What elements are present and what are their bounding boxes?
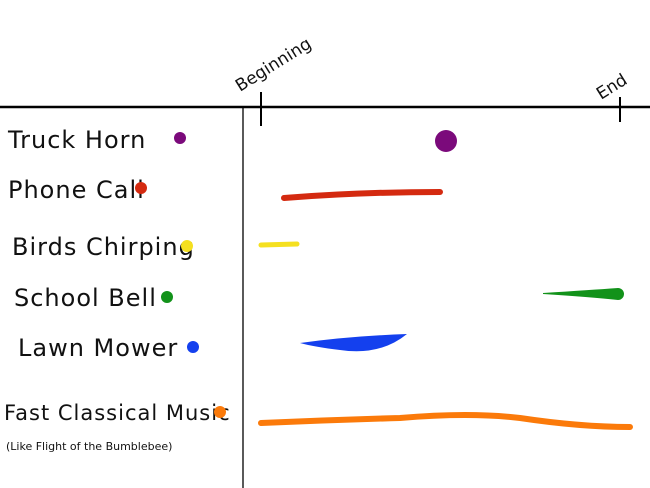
beginning-label: Beginning — [232, 34, 315, 96]
sublabel-bumblebee: (Like Flight of the Bumblebee) — [6, 440, 172, 453]
legend-dot-fast-classical-music — [214, 406, 226, 418]
legend-dot-truck-horn — [174, 132, 186, 144]
label-truck-horn: Truck Horn — [7, 126, 146, 154]
mark-lawn-mower — [300, 334, 407, 352]
mark-fast-classical-music — [258, 412, 633, 430]
mark-phone-call — [281, 189, 443, 201]
end-label: End — [593, 70, 631, 104]
label-phone-call: Phone Call — [8, 176, 145, 204]
legend-dot-phone-call — [135, 182, 147, 194]
label-school-bell: School Bell — [14, 284, 157, 312]
label-lawn-mower: Lawn Mower — [18, 334, 178, 362]
legend-dot-school-bell — [161, 291, 173, 303]
mark-truck-horn — [435, 130, 457, 152]
legend-dot-lawn-mower — [187, 341, 199, 353]
mark-school-bell — [543, 288, 624, 300]
mark-birds-chirping — [258, 241, 300, 248]
label-birds-chirping: Birds Chirping — [12, 233, 195, 261]
legend-dot-birds-chirping — [181, 240, 193, 252]
label-fast-classical-music: Fast Classical Music — [4, 401, 231, 425]
